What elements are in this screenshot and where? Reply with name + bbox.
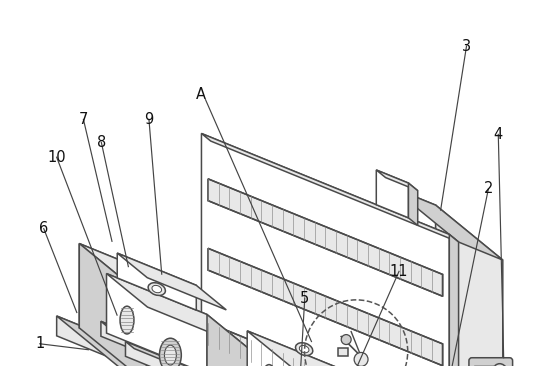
Polygon shape — [117, 253, 226, 310]
Polygon shape — [79, 244, 147, 367]
Ellipse shape — [489, 364, 510, 367]
Ellipse shape — [262, 365, 276, 367]
Polygon shape — [101, 321, 398, 367]
Polygon shape — [449, 235, 458, 367]
FancyBboxPatch shape — [469, 358, 513, 367]
Polygon shape — [409, 183, 418, 225]
Polygon shape — [201, 134, 449, 367]
Text: A: A — [196, 87, 206, 102]
Polygon shape — [435, 205, 503, 367]
Polygon shape — [125, 341, 414, 367]
Ellipse shape — [120, 306, 134, 334]
Polygon shape — [392, 187, 435, 367]
Polygon shape — [79, 244, 435, 367]
Polygon shape — [57, 316, 525, 367]
Ellipse shape — [152, 286, 161, 293]
Text: 10: 10 — [48, 150, 66, 165]
Text: 7: 7 — [79, 112, 88, 127]
Ellipse shape — [295, 343, 313, 356]
Polygon shape — [125, 341, 422, 367]
Ellipse shape — [299, 345, 309, 353]
Polygon shape — [338, 349, 348, 356]
Polygon shape — [392, 187, 503, 260]
Polygon shape — [247, 331, 361, 367]
Ellipse shape — [148, 283, 165, 295]
Polygon shape — [201, 134, 458, 242]
Polygon shape — [101, 321, 389, 367]
Polygon shape — [376, 170, 418, 191]
Circle shape — [341, 335, 351, 345]
Polygon shape — [208, 248, 443, 366]
Text: 6: 6 — [39, 221, 48, 236]
Polygon shape — [107, 273, 207, 367]
Text: 8: 8 — [97, 135, 106, 150]
Polygon shape — [247, 331, 405, 367]
Polygon shape — [107, 273, 248, 348]
Polygon shape — [57, 316, 445, 367]
Circle shape — [354, 352, 368, 366]
Polygon shape — [117, 253, 196, 310]
Text: 4: 4 — [493, 127, 503, 142]
Text: 2: 2 — [484, 181, 493, 196]
Text: 11: 11 — [390, 264, 408, 279]
Text: 1: 1 — [35, 336, 44, 351]
Polygon shape — [208, 179, 443, 296]
Text: 5: 5 — [300, 291, 310, 306]
Ellipse shape — [165, 345, 176, 365]
Text: 3: 3 — [462, 39, 471, 54]
Polygon shape — [376, 170, 409, 218]
Polygon shape — [208, 323, 443, 367]
Text: 9: 9 — [144, 112, 154, 127]
Ellipse shape — [160, 338, 181, 367]
Polygon shape — [207, 315, 248, 367]
Polygon shape — [79, 244, 503, 367]
